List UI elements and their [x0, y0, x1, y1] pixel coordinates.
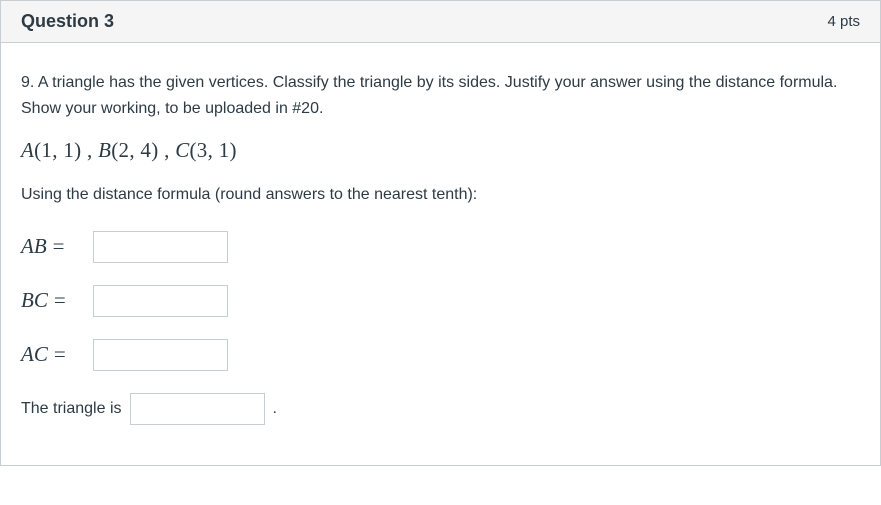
row-ac: AC= [21, 339, 860, 371]
eq-sign: = [53, 234, 65, 258]
label-bc-text: BC [21, 288, 48, 312]
question-title: Question 3 [21, 11, 114, 32]
input-ab[interactable] [93, 231, 228, 263]
separator: , [159, 138, 176, 162]
vertex-c-label: C [175, 138, 189, 162]
input-bc[interactable] [93, 285, 228, 317]
question-points: 4 pts [827, 13, 860, 30]
row-ab: AB= [21, 231, 860, 263]
separator: , [81, 138, 98, 162]
prompt-line-1: 9. A triangle has the given vertices. Cl… [21, 71, 860, 95]
final-suffix: . [273, 397, 277, 421]
question-card: Question 3 4 pts 9. A triangle has the g… [0, 0, 881, 466]
vertices-expression: A(1, 1) , B(2, 4) , C(3, 1) [21, 135, 860, 167]
prompt-line-2: Show your working, to be uploaded in #20… [21, 97, 860, 121]
question-header: Question 3 4 pts [1, 1, 880, 43]
vertex-a-coords: (1, 1) [34, 138, 81, 162]
vertex-a-label: A [21, 138, 34, 162]
distance-hint: Using the distance formula (round answer… [21, 183, 860, 207]
eq-sign: = [54, 288, 66, 312]
question-body: 9. A triangle has the given vertices. Cl… [1, 43, 880, 465]
label-ab: AB= [21, 231, 93, 263]
label-bc: BC= [21, 285, 93, 317]
input-ac[interactable] [93, 339, 228, 371]
label-ac-text: AC [21, 342, 48, 366]
label-ab-text: AB [21, 234, 47, 258]
vertex-c-coords: (3, 1) [190, 138, 237, 162]
eq-sign: = [54, 342, 66, 366]
final-row: The triangle is . [21, 393, 860, 425]
vertex-b-coords: (2, 4) [111, 138, 158, 162]
label-ac: AC= [21, 339, 93, 371]
input-classification[interactable] [130, 393, 265, 425]
vertex-b-label: B [98, 138, 111, 162]
row-bc: BC= [21, 285, 860, 317]
final-prefix: The triangle is [21, 397, 122, 421]
